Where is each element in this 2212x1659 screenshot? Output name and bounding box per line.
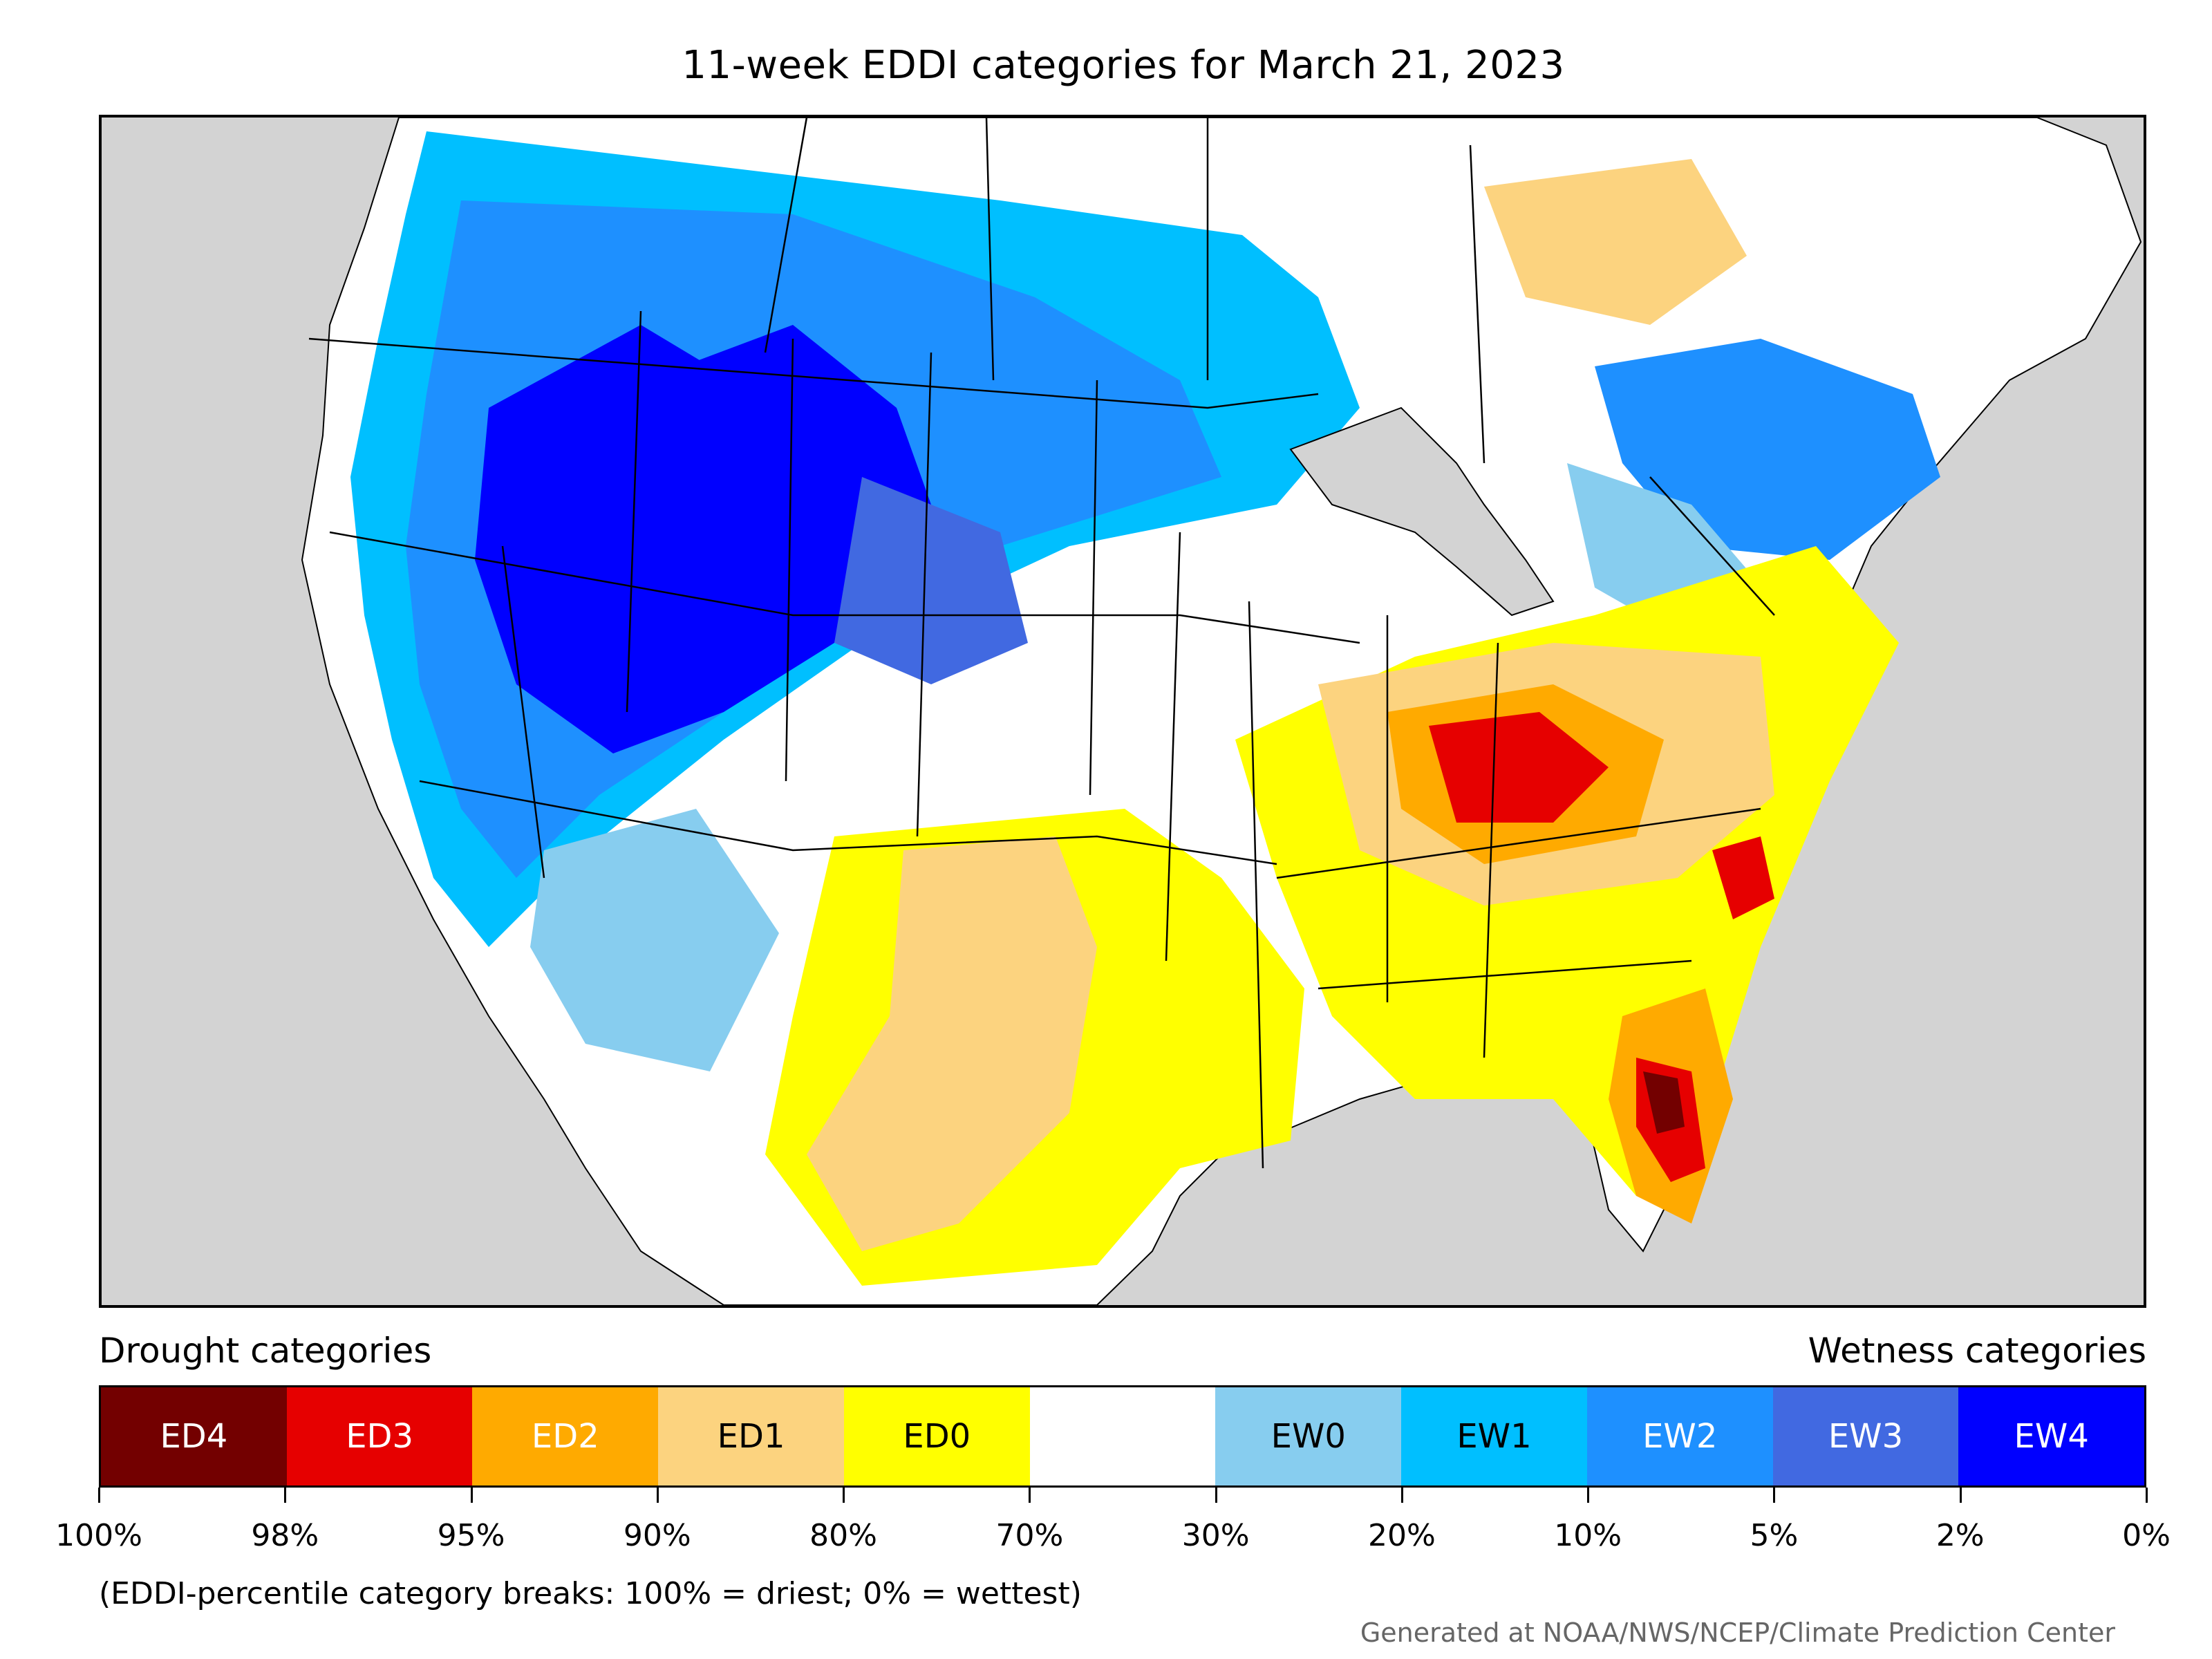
legend-tick-label: 0% — [2122, 1518, 2171, 1553]
drought-categories-heading: Drought categories — [99, 1331, 432, 1371]
legend-tick — [1029, 1488, 1031, 1503]
legend-tick — [470, 1488, 473, 1503]
legend-cell-ew1: EW1 — [1401, 1387, 1587, 1485]
legend-tick — [1400, 1488, 1403, 1503]
drought-region-ed3-ohio-valley — [1429, 712, 1609, 823]
legend-tick-label: 98% — [251, 1518, 319, 1553]
credit-line: Generated at NOAA/NWS/NCEP/Climate Predi… — [1360, 1618, 2115, 1648]
legend-tick-label: 20% — [1368, 1518, 1436, 1553]
legend-cell-ew3: EW3 — [1772, 1387, 1959, 1485]
legend-tick-label: 95% — [437, 1518, 505, 1553]
legend-cell-ed1: ED1 — [658, 1387, 844, 1485]
legend-tick-label: 30% — [1181, 1518, 1250, 1553]
legend-tick-label: 10% — [1554, 1518, 1622, 1553]
legend-tick — [1587, 1488, 1590, 1503]
wetness-categories-heading: Wetness categories — [1808, 1331, 2146, 1371]
legend-tick — [843, 1488, 845, 1503]
legend-tick — [1773, 1488, 1776, 1503]
legend-tick — [656, 1488, 659, 1503]
legend-tick — [1959, 1488, 1962, 1503]
wetness-region-ew0-southwest — [530, 809, 779, 1071]
legend-cell-ed0: ED0 — [843, 1387, 1030, 1485]
drought-region-ed1-texas — [807, 836, 1097, 1251]
legend-tick — [2146, 1488, 2148, 1503]
wetness-region-ew3 — [834, 477, 1028, 684]
legend-tick — [1215, 1488, 1217, 1503]
great-lakes — [1289, 406, 1555, 617]
legend-tick — [284, 1488, 287, 1503]
legend-cell-ed3: ED3 — [286, 1387, 473, 1485]
map-canvas — [301, 118, 2142, 1305]
legend-cell-ew4: EW4 — [1958, 1387, 2145, 1485]
eddi-map — [99, 115, 2146, 1308]
legend-tick-label: 90% — [623, 1518, 691, 1553]
political-boundaries — [308, 118, 1775, 1169]
drought-region-ed4-florida — [1643, 1071, 1685, 1134]
legend-tick — [98, 1488, 100, 1503]
legend-cell-ed4: ED4 — [101, 1387, 287, 1485]
legend-cell-neutral — [1029, 1387, 1216, 1485]
legend-cell-ed2: ED2 — [472, 1387, 659, 1485]
drought-region-ed3-carolina — [1712, 836, 1774, 919]
legend-ticks — [98, 1488, 2148, 1508]
legend-tick-label: 2% — [1936, 1518, 1985, 1553]
legend-tick-label: 100% — [55, 1518, 142, 1553]
map-title: 11-week EDDI categories for March 21, 20… — [682, 43, 1565, 88]
legend-cell-ew0: EW0 — [1215, 1387, 1402, 1485]
drought-region-ed1-quebec — [1484, 159, 1747, 325]
category-breaks-note: (EDDI-percentile category breaks: 100% =… — [99, 1576, 1082, 1611]
legend-tick-label: 80% — [809, 1518, 877, 1553]
legend-tick-label: 5% — [1750, 1518, 1799, 1553]
legend-cell-ew2: EW2 — [1586, 1387, 1773, 1485]
category-legend-bar: ED4 ED3 ED2 ED1 ED0 EW0 EW1 EW2 EW3 EW4 — [99, 1385, 2146, 1488]
legend-tick-label: 70% — [995, 1518, 1064, 1553]
